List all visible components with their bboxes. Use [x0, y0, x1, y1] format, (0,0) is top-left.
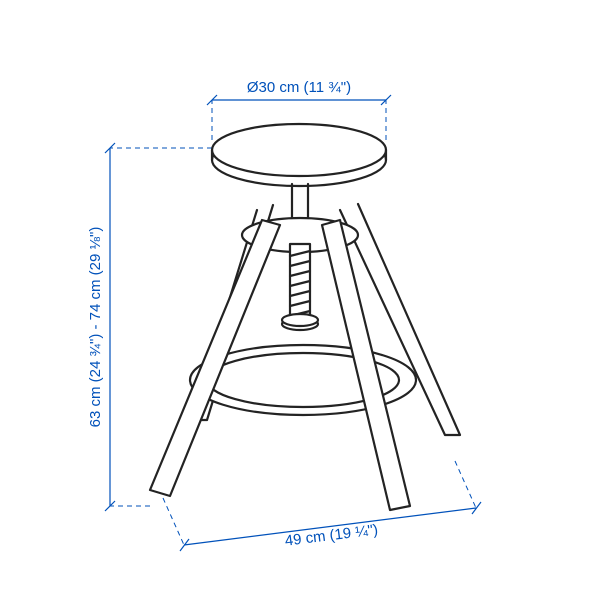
dim-base-width-label: 49 cm (19 ¼") — [284, 521, 379, 549]
dim-height-label: 63 cm (24 ¾") - 74 cm (29 ⅛") — [87, 227, 104, 428]
dim-height: 63 cm (24 ¾") - 74 cm (29 ⅛") — [87, 143, 212, 511]
dim-base-width: 49 cm (19 ¼") — [163, 461, 481, 551]
dimension-drawing: Ø30 cm (11 ¾") 63 cm (24 ¾") - 74 cm (29… — [0, 0, 600, 600]
product-stool — [150, 124, 460, 510]
dim-seat-diameter-label: Ø30 cm (11 ¾") — [247, 79, 351, 96]
